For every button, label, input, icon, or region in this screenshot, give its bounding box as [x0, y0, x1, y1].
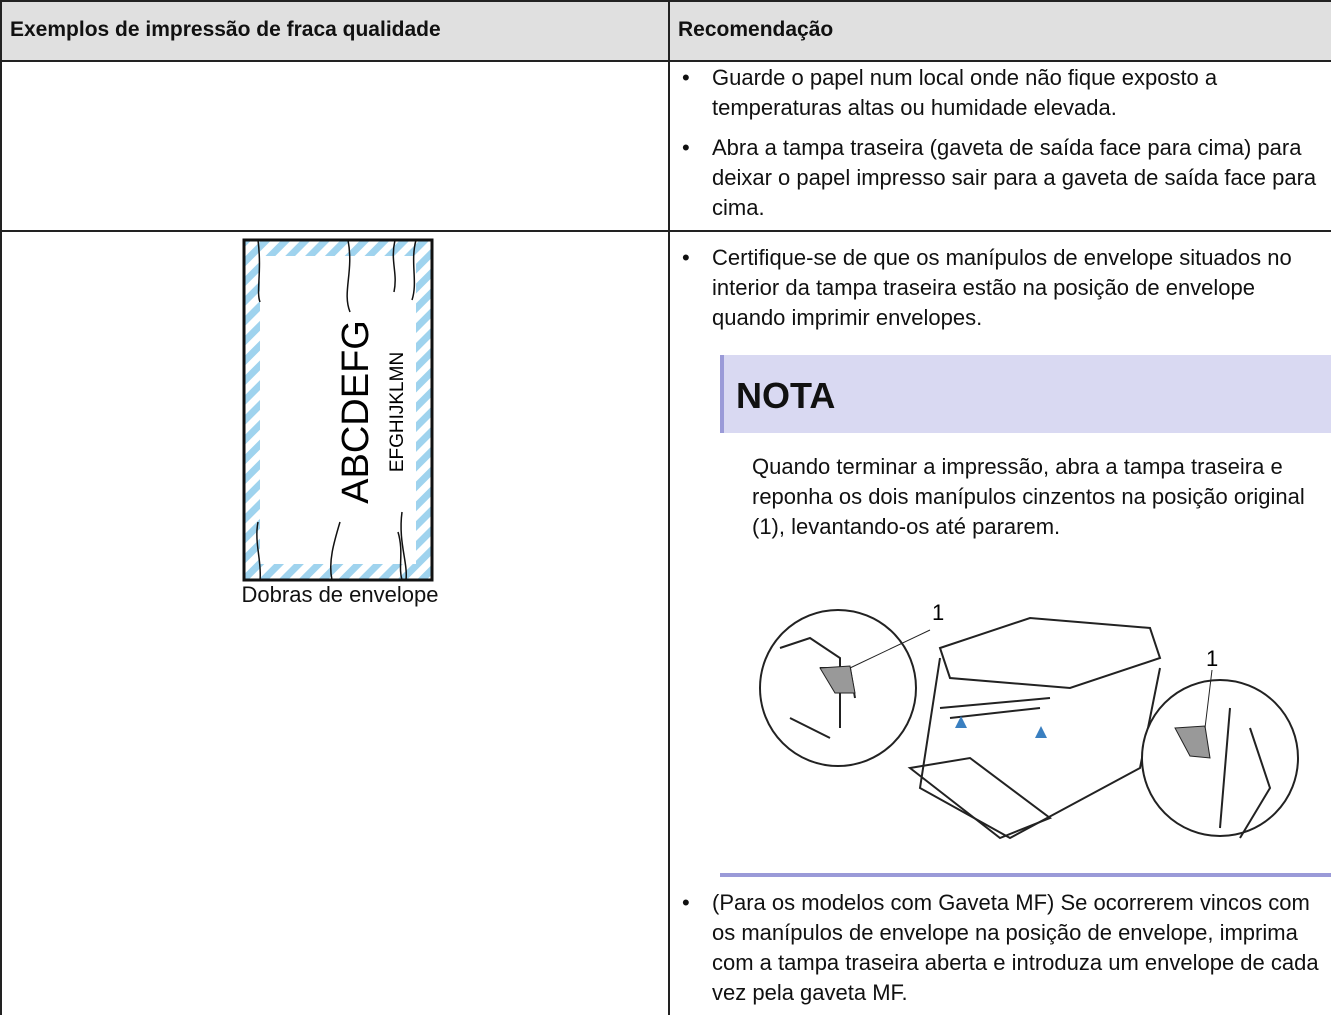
border — [668, 0, 670, 1015]
callout: 1 — [932, 600, 944, 625]
recommendation-list: Guarde o papel num local onde não fique … — [670, 63, 1320, 233]
note-text: Quando terminar a impressão, abra a tamp… — [752, 454, 1305, 539]
border — [0, 0, 2, 1015]
recommendation-list: (Para os modelos com Gaveta MF) Se ocorr… — [670, 888, 1320, 1018]
recommendation: Certifique-se de que os manípulos de env… — [670, 243, 1320, 333]
caption: Dobras de envelope — [241, 582, 439, 607]
callout: 1 — [1206, 646, 1218, 671]
recommendation: Guarde o papel num local onde não fique … — [670, 63, 1320, 123]
border — [0, 60, 1331, 62]
border — [0, 0, 1331, 2]
envelope-illustration: ABCDEFG EFGHIJKLMN — [242, 238, 434, 582]
header-cell: Exemplos de impressão de fraca qualidade — [0, 0, 668, 60]
border — [0, 230, 1331, 232]
sample-text: EFGHIJKLMN — [387, 352, 408, 472]
recommendation-list: Certifique-se de que os manípulos de env… — [670, 243, 1320, 343]
note-title: NOTA — [720, 355, 1331, 433]
printer-illustration: 1 1 — [759, 600, 1299, 840]
sample-text: ABCDEFG — [335, 320, 377, 504]
note-rule — [720, 873, 1331, 877]
recommendation: (Para os modelos com Gaveta MF) Se ocorr… — [670, 888, 1320, 1008]
recommendation: Abra a tampa traseira (gaveta de saída f… — [670, 133, 1320, 223]
header-cell: Recomendação — [668, 0, 1331, 60]
